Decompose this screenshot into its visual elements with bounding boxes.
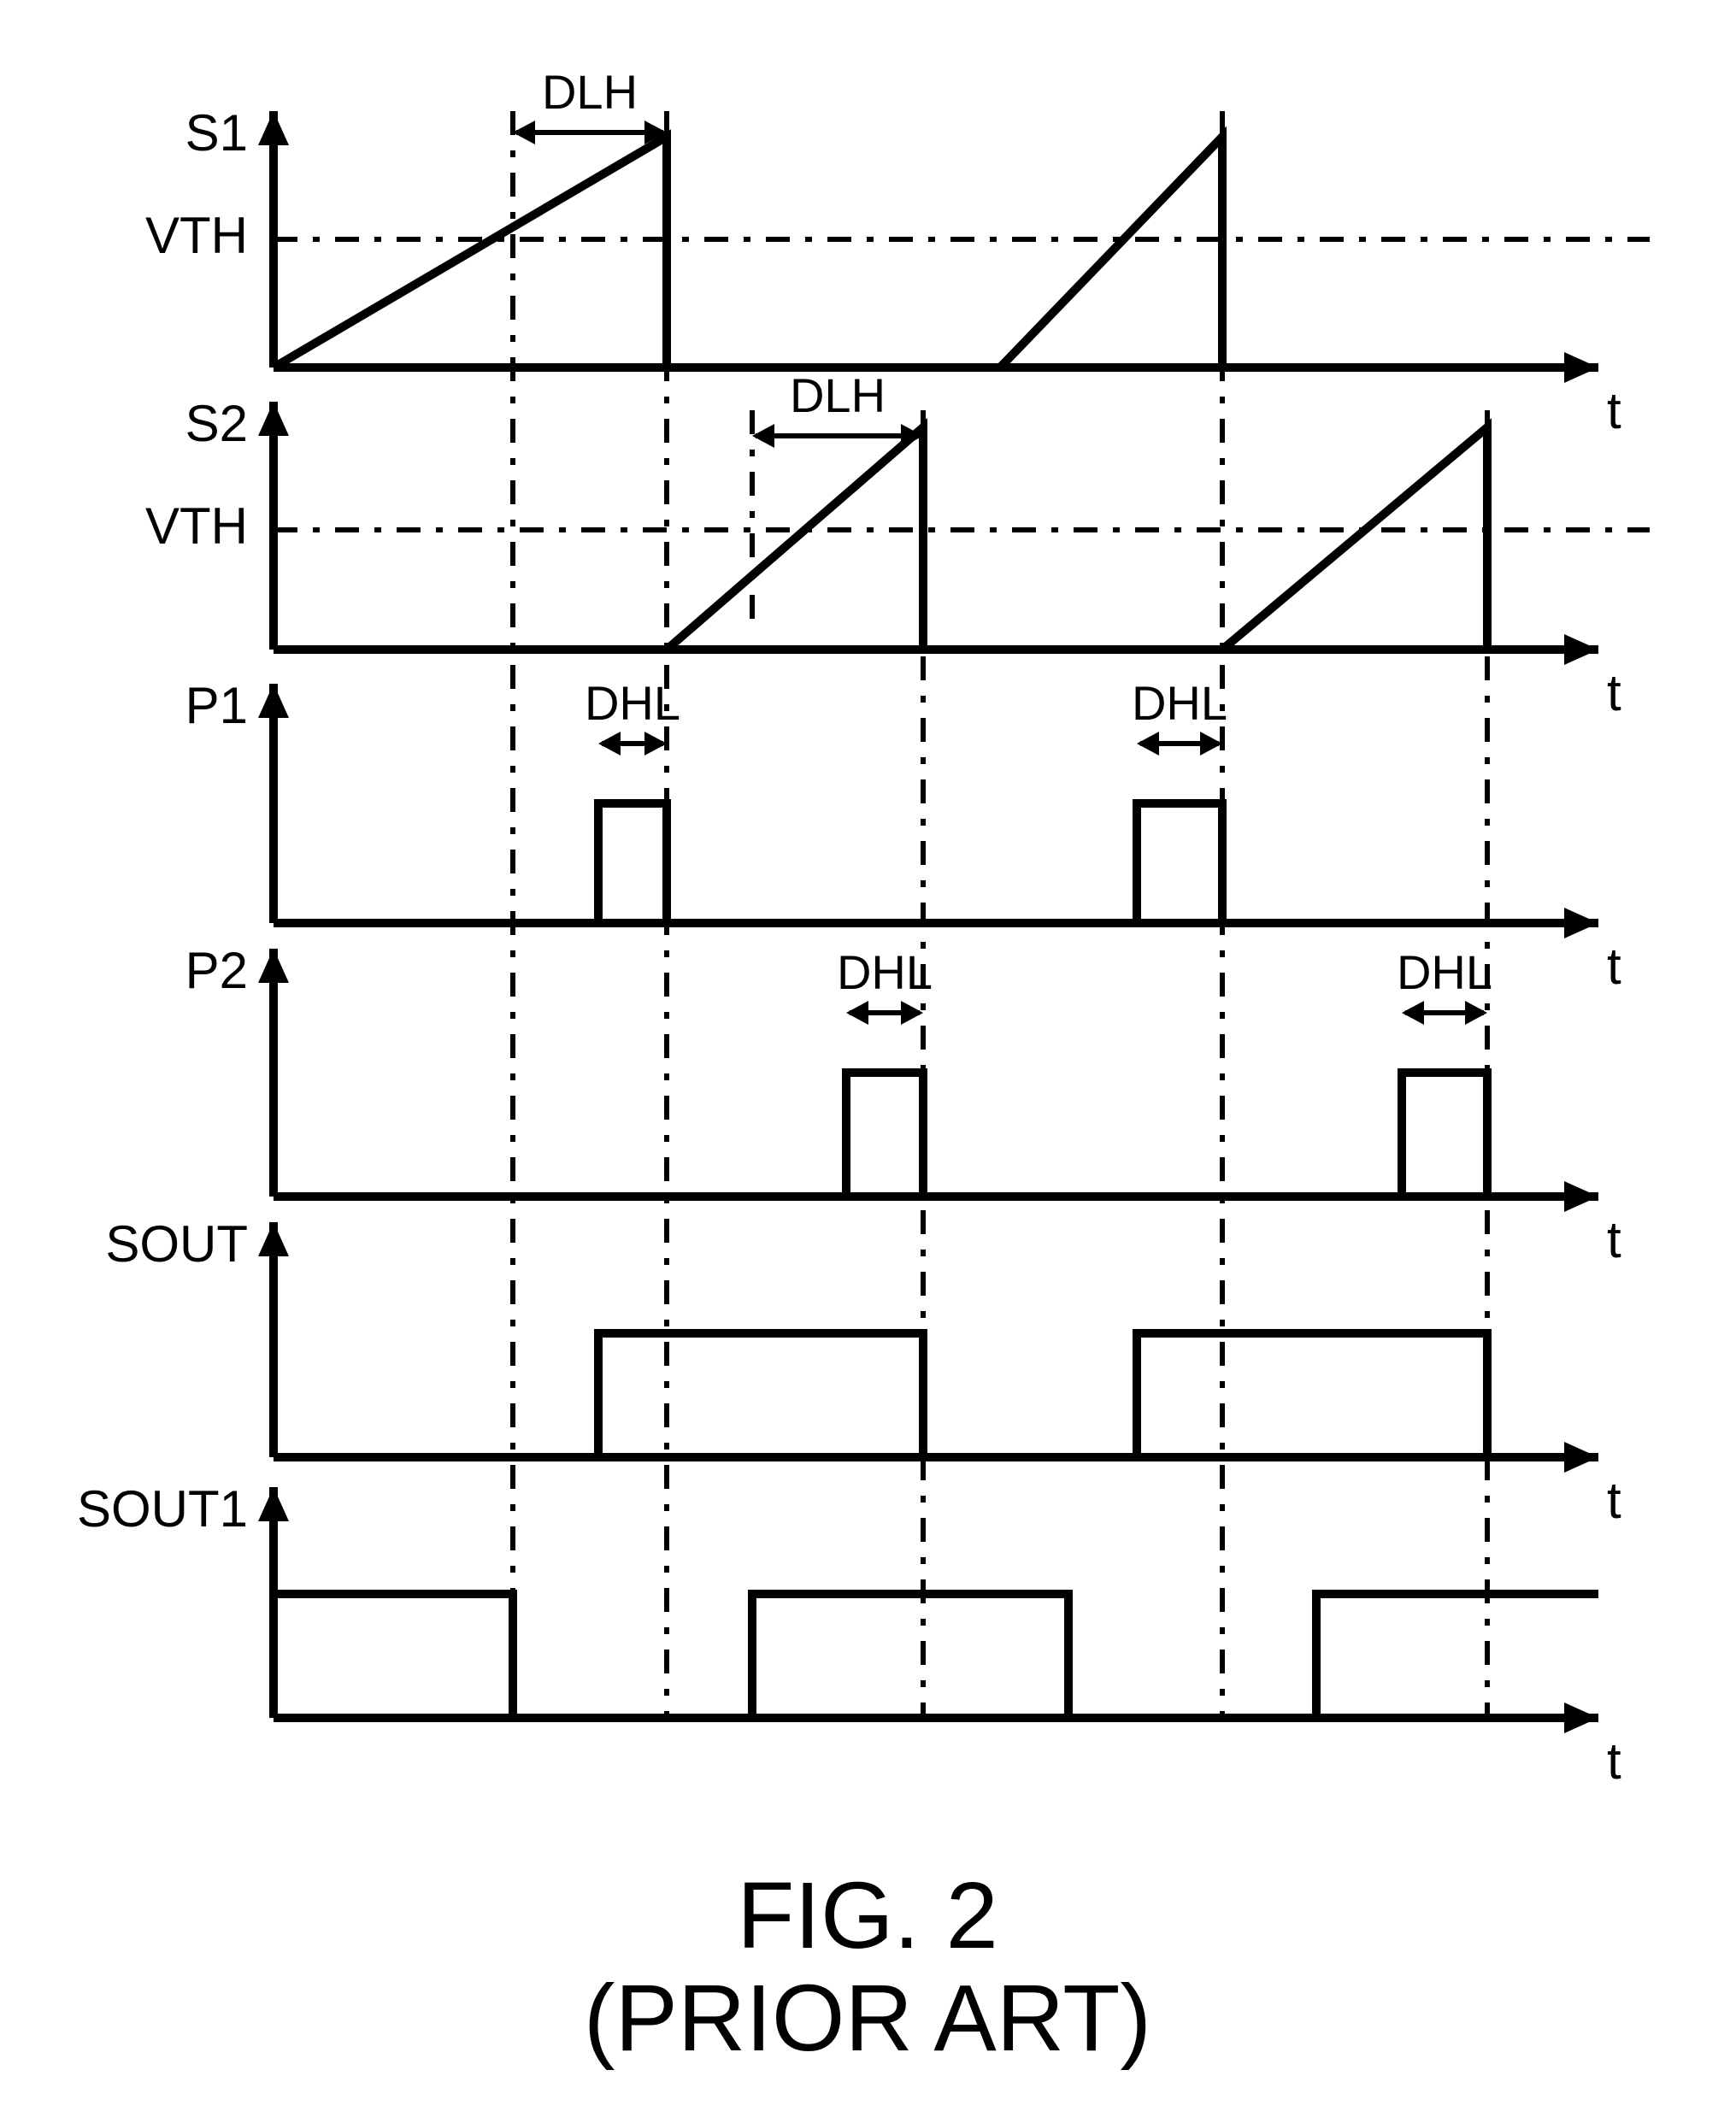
svg-text:DHL: DHL: [1132, 676, 1227, 730]
svg-text:FIG. 2: FIG. 2: [737, 1863, 998, 1968]
svg-text:SOUT1: SOUT1: [77, 1480, 248, 1538]
timing-diagram: VTH DLH S1 t VTH DLH S2 t DHL DHL P1 t DHL DHL P2 t SOUT…: [0, 0, 1736, 2123]
svg-text:P2: P2: [185, 942, 248, 999]
svg-text:VTH: VTH: [145, 497, 248, 555]
svg-text:t: t: [1607, 938, 1621, 995]
svg-text:DHL: DHL: [1397, 945, 1492, 999]
svg-text:DLH: DLH: [790, 368, 886, 422]
svg-text:SOUT: SOUT: [105, 1215, 248, 1273]
svg-text:t: t: [1607, 1211, 1621, 1268]
svg-text:(PRIOR ART): (PRIOR ART): [584, 1966, 1151, 2071]
svg-text:DHL: DHL: [837, 945, 933, 999]
svg-text:DLH: DLH: [542, 65, 638, 119]
svg-text:t: t: [1607, 664, 1621, 721]
svg-text:t: t: [1607, 1732, 1621, 1790]
svg-text:DHL: DHL: [585, 676, 680, 730]
svg-text:S1: S1: [185, 104, 248, 162]
svg-text:P1: P1: [185, 677, 248, 734]
svg-text:VTH: VTH: [145, 207, 248, 264]
svg-text:S2: S2: [185, 395, 248, 452]
svg-text:t: t: [1607, 382, 1621, 439]
svg-text:t: t: [1607, 1472, 1621, 1529]
